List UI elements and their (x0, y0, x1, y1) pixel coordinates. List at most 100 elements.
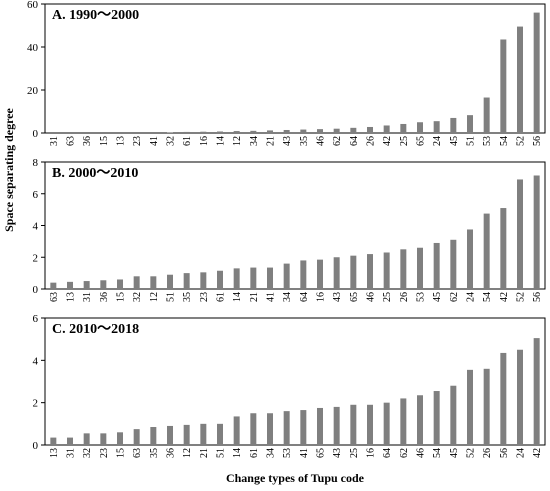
x-tick-label: 52 (516, 292, 527, 302)
bar (367, 254, 373, 289)
bar (483, 213, 490, 289)
bar (183, 273, 190, 289)
y-tick-label: 60 (27, 0, 39, 11)
x-tick-label: 13 (116, 136, 127, 146)
x-tick-label: 41 (299, 448, 310, 458)
x-tick-label: 13 (66, 292, 77, 302)
bar (183, 131, 190, 133)
bar (467, 115, 473, 133)
bar (50, 282, 57, 289)
x-tick-label: 23 (199, 292, 210, 302)
bar (233, 268, 240, 289)
x-tick-label: 23 (99, 448, 110, 458)
y-tick-label: 0 (33, 440, 39, 452)
bar (133, 276, 140, 289)
bar (383, 252, 390, 289)
x-tick-label: 64 (299, 292, 310, 302)
bar (417, 247, 423, 289)
x-tick-label: 21 (199, 448, 210, 458)
x-tick-label: 42 (382, 136, 393, 146)
bar (250, 267, 257, 289)
x-tick-label: 24 (466, 292, 477, 302)
bar (483, 368, 490, 445)
x-tick-label: 25 (399, 136, 410, 146)
bar (500, 208, 507, 289)
bar (100, 280, 107, 289)
y-tick-label: 2 (33, 252, 39, 264)
x-tick-label: 54 (499, 136, 510, 146)
x-tick-label: 63 (132, 448, 143, 458)
bar (67, 437, 73, 445)
panel-title: B. 2000～2010 (52, 166, 138, 181)
bar (317, 407, 323, 445)
x-tick-label: 32 (166, 136, 177, 146)
y-tick-label: 8 (33, 157, 39, 169)
bar (217, 270, 223, 289)
bar (500, 352, 507, 445)
bar (433, 242, 440, 289)
x-tick-label: 61 (216, 292, 227, 302)
x-tick-label: 54 (482, 292, 493, 302)
x-tick-label: 43 (282, 136, 293, 146)
bar (517, 179, 523, 289)
bar (400, 249, 407, 289)
bar (350, 127, 357, 133)
plot-frame (44, 3, 546, 134)
x-tick-label: 46 (416, 448, 427, 458)
x-tick-label: 41 (266, 292, 277, 302)
bar (317, 129, 323, 133)
x-tick-label: 31 (49, 136, 60, 146)
x-tick-label: 12 (232, 136, 243, 146)
bar (517, 26, 523, 134)
x-tick-label: 56 (532, 292, 543, 302)
bar (533, 12, 540, 134)
x-tick-label: 52 (466, 448, 477, 458)
x-tick-label: 21 (249, 292, 260, 302)
panel-title: C. 2010～2018 (52, 322, 139, 337)
x-tick-label: 41 (149, 136, 160, 146)
bar (500, 39, 507, 133)
bar (233, 131, 240, 133)
x-tick-label: 51 (166, 292, 177, 302)
x-tick-label: 26 (399, 292, 410, 302)
x-tick-label: 23 (132, 136, 143, 146)
x-tick-label: 51 (466, 136, 477, 146)
y-axis-title: Space separating degree (2, 107, 16, 231)
x-tick-label: 42 (499, 292, 510, 302)
bar (50, 437, 57, 445)
bar (300, 260, 307, 289)
bar (250, 130, 257, 133)
bar (467, 369, 473, 445)
x-tick-label: 42 (532, 448, 543, 458)
x-tick-label: 52 (516, 136, 527, 146)
bar (300, 129, 307, 133)
x-tick-label: 35 (182, 292, 193, 302)
x-tick-label: 62 (449, 292, 460, 302)
x-tick-label: 65 (316, 448, 327, 458)
x-tick-label: 34 (249, 136, 260, 146)
y-tick-label: 2 (33, 398, 39, 410)
bar (117, 279, 123, 289)
x-tick-label: 63 (49, 292, 60, 302)
bar (83, 433, 90, 445)
x-tick-label: 14 (232, 292, 243, 302)
bar (300, 410, 307, 445)
x-tick-label: 21 (266, 136, 277, 146)
bar (383, 125, 390, 133)
x-tick-label: 32 (132, 292, 143, 302)
x-tick-label: 25 (382, 292, 393, 302)
bar (117, 432, 123, 445)
bar (333, 128, 340, 133)
x-tick-label: 56 (532, 136, 543, 146)
bar (450, 239, 457, 289)
x-tick-label: 65 (349, 292, 360, 302)
y-tick-label: 4 (33, 221, 39, 233)
x-tick-label: 45 (449, 448, 460, 458)
bar (333, 257, 340, 289)
x-tick-label: 34 (282, 292, 293, 302)
x-tick-label: 35 (149, 448, 160, 458)
bar (433, 391, 440, 445)
x-tick-label: 12 (149, 292, 160, 302)
